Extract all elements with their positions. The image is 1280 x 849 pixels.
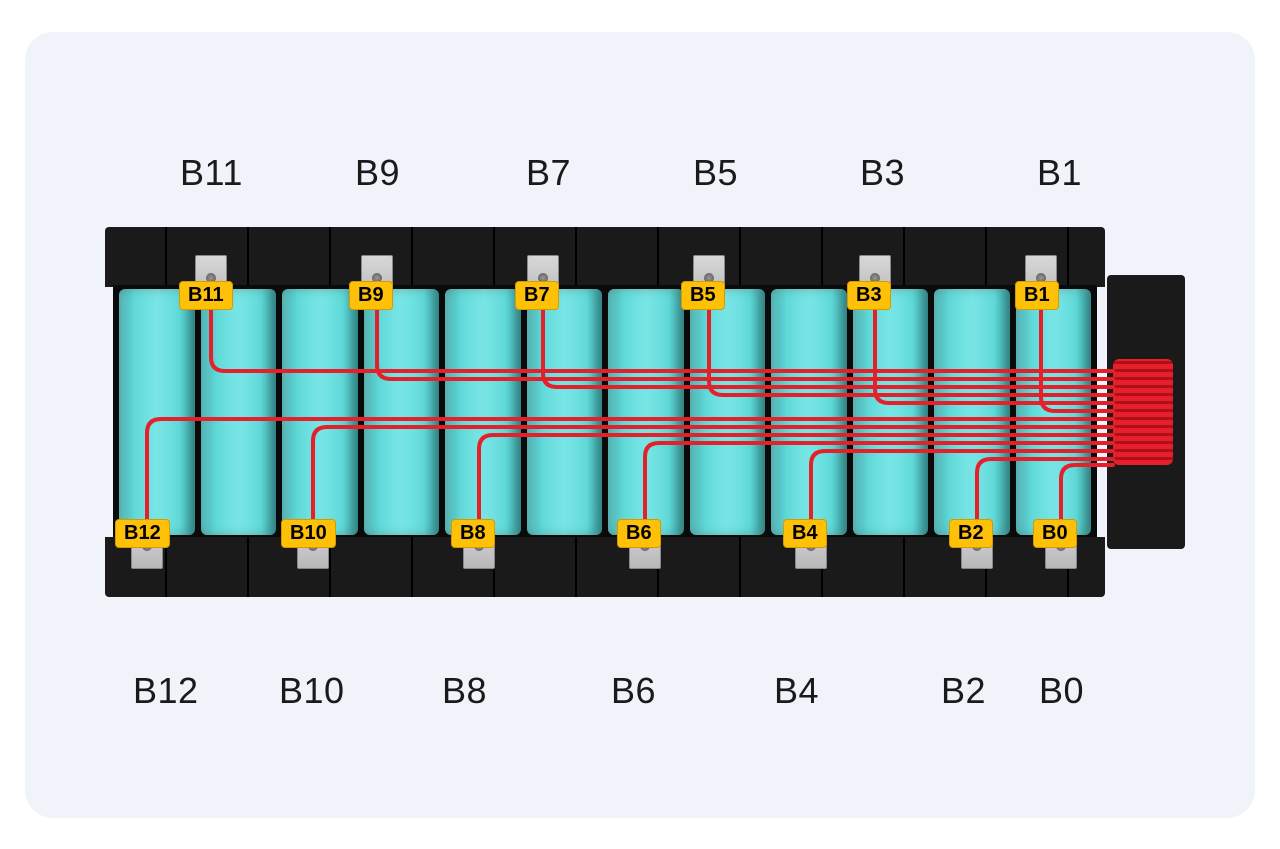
pin-label: B4	[783, 519, 827, 548]
battery-cell	[527, 289, 603, 535]
top-label: B7	[526, 152, 571, 194]
bottom-label: B8	[442, 670, 487, 712]
battery-cell	[608, 289, 684, 535]
pin-label: B2	[949, 519, 993, 548]
pin-label: B1	[1015, 281, 1059, 310]
battery-cell	[282, 289, 358, 535]
pin-label: B11	[179, 281, 233, 310]
top-label: B3	[860, 152, 905, 194]
bottom-label: B12	[133, 670, 199, 712]
battery-pack: B11 B9 B7 B5 B3 B1 B12 B10 B8 B6 B4 B2 B0	[105, 227, 1185, 597]
bottom-label: B10	[279, 670, 345, 712]
bottom-label: B4	[774, 670, 819, 712]
battery-cell	[690, 289, 766, 535]
battery-cell	[771, 289, 847, 535]
top-label: B11	[180, 152, 243, 194]
wiring-diagram: B11 B9 B7 B5 B3 B1 B12 B10 B8 B6 B4 B2 B0 B11 B9 B7 B5…	[25, 32, 1255, 818]
bottom-label: B2	[941, 670, 986, 712]
top-label: B5	[693, 152, 738, 194]
pin-label: B10	[281, 519, 336, 548]
pin-label: B3	[847, 281, 891, 310]
battery-cell	[934, 289, 1010, 535]
pin-label: B0	[1033, 519, 1077, 548]
battery-cell	[445, 289, 521, 535]
battery-cell	[364, 289, 440, 535]
cell-row	[113, 285, 1097, 539]
pin-label: B5	[681, 281, 725, 310]
battery-cell	[1016, 289, 1092, 535]
bottom-label: B6	[611, 670, 656, 712]
top-label: B9	[355, 152, 400, 194]
battery-cell	[119, 289, 195, 535]
pin-label: B9	[349, 281, 393, 310]
pin-label: B6	[617, 519, 661, 548]
pack-frame-top	[105, 227, 1105, 287]
wire-bundle	[1113, 359, 1173, 465]
top-label: B1	[1037, 152, 1082, 194]
pin-label: B8	[451, 519, 495, 548]
battery-cell	[853, 289, 929, 535]
battery-cell	[201, 289, 277, 535]
pin-label: B7	[515, 281, 559, 310]
bottom-label: B0	[1039, 670, 1084, 712]
pin-label: B12	[115, 519, 170, 548]
